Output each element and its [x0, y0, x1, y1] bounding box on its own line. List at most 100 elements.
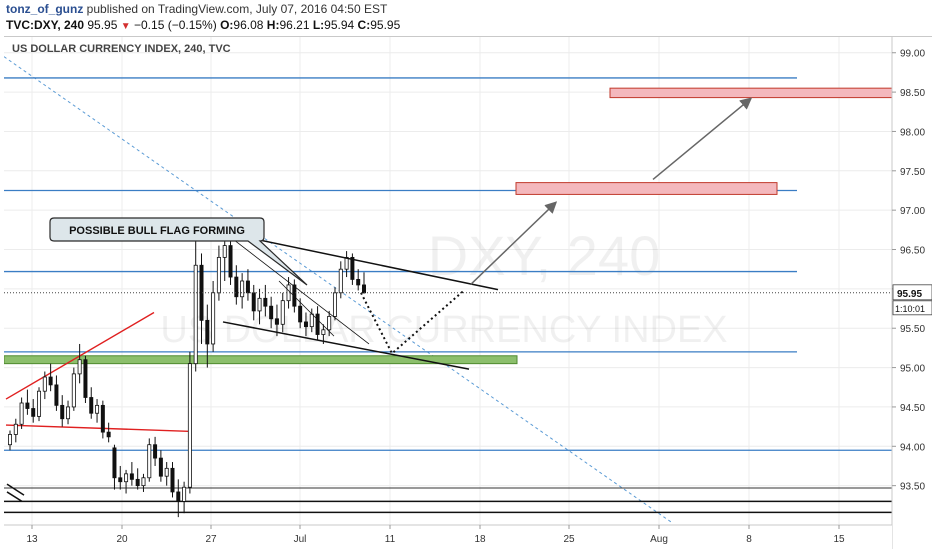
publish-header: tonz_of_gunz published on TradingView.co… — [0, 0, 932, 36]
target-zone — [609, 87, 894, 99]
y-tick-label: 98.50 — [900, 88, 925, 99]
low-value: 95.94 — [324, 18, 355, 32]
plot-background — [4, 37, 892, 525]
flag-upper-line — [221, 231, 499, 291]
candle-body — [187, 363, 192, 488]
target-zone — [515, 182, 778, 195]
candle-body — [321, 329, 326, 335]
x-tick-label: 11 — [385, 534, 396, 545]
quote-line: TVC:DXY, 240 95.95 ▼ −0.15 (−0.15%) O:96… — [6, 18, 400, 32]
candle-body — [54, 384, 59, 406]
candle-body — [37, 390, 42, 417]
flag-inner-line — [223, 231, 370, 345]
candle-body — [211, 292, 216, 345]
x-tick-label: 15 — [833, 534, 845, 545]
candle-body — [13, 423, 18, 435]
countdown-badge — [892, 300, 932, 316]
candle-body — [118, 477, 123, 483]
candle-body — [274, 318, 279, 325]
candle-body — [298, 305, 303, 323]
annotation-bubble — [49, 217, 308, 286]
candle-body — [83, 359, 88, 398]
candle-body — [25, 402, 30, 409]
candle-body — [141, 477, 146, 487]
candle-body — [356, 279, 361, 286]
candle-body — [222, 245, 227, 258]
y-tick-label: 95.50 — [900, 324, 925, 335]
candle-body — [77, 359, 82, 375]
support-line-black — [6, 483, 25, 496]
y-tick-label: 95.00 — [900, 364, 925, 375]
chart-title: US DOLLAR CURRENCY INDEX, 240, TVC — [12, 43, 231, 55]
open-value: 96.08 — [233, 18, 264, 32]
symbol-label: TVC:DXY, 240 — [6, 18, 85, 32]
candle-body — [95, 404, 100, 414]
candle-body — [176, 491, 181, 502]
open-label: O: — [220, 18, 234, 32]
candle-body — [153, 444, 158, 459]
candle-body — [106, 431, 111, 438]
candle-body — [292, 284, 297, 307]
candle-body — [263, 297, 268, 307]
low-label: L: — [312, 18, 325, 32]
close-value: 95.95 — [370, 18, 401, 32]
dotted-trendline — [4, 56, 673, 524]
candle-body — [338, 268, 343, 294]
candle-body — [66, 406, 71, 420]
candle-body — [124, 473, 129, 483]
candle-body — [19, 402, 24, 425]
candle-body — [234, 276, 239, 298]
candle-body — [350, 256, 355, 280]
candle-body — [129, 473, 134, 480]
last-price-label: 95.95 — [897, 289, 922, 300]
projection-arrow — [470, 201, 558, 285]
candle-body — [216, 256, 221, 294]
x-tick-label: Aug — [650, 534, 668, 545]
annotation-callout: POSSIBLE BULL FLAG FORMING — [49, 217, 308, 286]
y-tick-label: 96.50 — [900, 246, 925, 257]
candle-body — [112, 447, 117, 479]
candle-body — [135, 478, 140, 487]
author-link[interactable]: tonz_of_gunz — [6, 2, 84, 16]
time-axis — [4, 525, 892, 549]
support-zone — [4, 355, 518, 365]
red-trendline-lower — [5, 424, 189, 433]
projected-path — [360, 289, 465, 356]
x-tick-label: 13 — [26, 534, 38, 545]
last-price: 95.95 — [87, 18, 118, 32]
candle-body — [100, 404, 105, 433]
candle-body — [42, 376, 47, 392]
candle-body — [344, 256, 349, 270]
candle-body — [309, 313, 314, 328]
candle-body — [8, 434, 12, 446]
countdown-label: 1:10:01 — [895, 304, 925, 314]
candle-body — [170, 467, 175, 493]
y-tick-label: 94.50 — [900, 403, 925, 414]
candle-body — [71, 373, 76, 408]
x-tick-label: 27 — [205, 534, 217, 545]
y-tick-label: 99.00 — [900, 49, 925, 60]
projection-arrow — [652, 97, 753, 181]
candle-body — [182, 486, 187, 502]
chart-frame[interactable]: DXY, 240 US DOLLAR CURRENCY INDEX US DOLLA… — [4, 36, 932, 549]
close-label: C: — [357, 18, 371, 32]
y-tick-label: 97.50 — [900, 167, 925, 178]
candle-body — [269, 305, 274, 320]
candle-body — [332, 292, 337, 317]
candle-body — [257, 297, 262, 312]
candle-body — [280, 300, 285, 325]
x-tick-label: 25 — [563, 534, 575, 545]
candle-body — [251, 292, 256, 312]
y-tick-label: 93.50 — [900, 482, 925, 493]
price-chart[interactable]: DXY, 240 US DOLLAR CURRENCY INDEX US DOLLA… — [4, 37, 932, 549]
x-tick-label: 20 — [116, 534, 128, 545]
flag-inner-line — [278, 280, 335, 337]
candle-body — [31, 408, 36, 417]
candle-body — [205, 319, 210, 345]
support-line-black — [6, 491, 23, 503]
y-tick-label: 98.00 — [900, 127, 925, 138]
watermark-symbol: DXY, 240 — [428, 224, 660, 287]
candle-body — [228, 245, 233, 278]
candle-body — [327, 316, 332, 331]
candle-body — [48, 376, 53, 386]
